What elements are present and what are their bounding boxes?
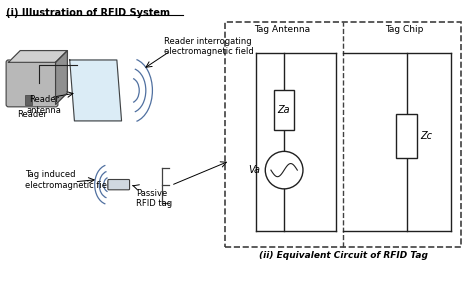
Text: (ii) Equivalent Circuit of RFID Tag: (ii) Equivalent Circuit of RFID Tag [258,251,428,260]
Text: Zc: Zc [420,131,432,141]
Text: (i) Illustration of RFID System: (i) Illustration of RFID System [6,9,170,18]
FancyBboxPatch shape [6,60,58,107]
Polygon shape [70,60,121,121]
FancyBboxPatch shape [108,179,129,190]
Text: Va: Va [248,165,261,175]
Text: Tag Antenna: Tag Antenna [254,25,310,34]
Text: Za: Za [277,105,290,115]
Bar [396,114,417,158]
FancyBboxPatch shape [225,22,461,247]
Polygon shape [55,51,67,105]
Polygon shape [9,51,67,62]
Bar [274,90,294,130]
Text: Tag Chip: Tag Chip [385,25,423,34]
Text: Reader
antenna: Reader antenna [27,95,61,114]
Text: Reader: Reader [17,110,47,119]
Circle shape [265,151,303,189]
Bar [25,95,32,105]
Text: Tag induced
electromagnetic field: Tag induced electromagnetic field [25,170,115,189]
Text: Reader interrogating
electromagnetic field: Reader interrogating electromagnetic fie… [164,37,254,56]
Text: Passive
RFID tag: Passive RFID tag [136,189,172,208]
